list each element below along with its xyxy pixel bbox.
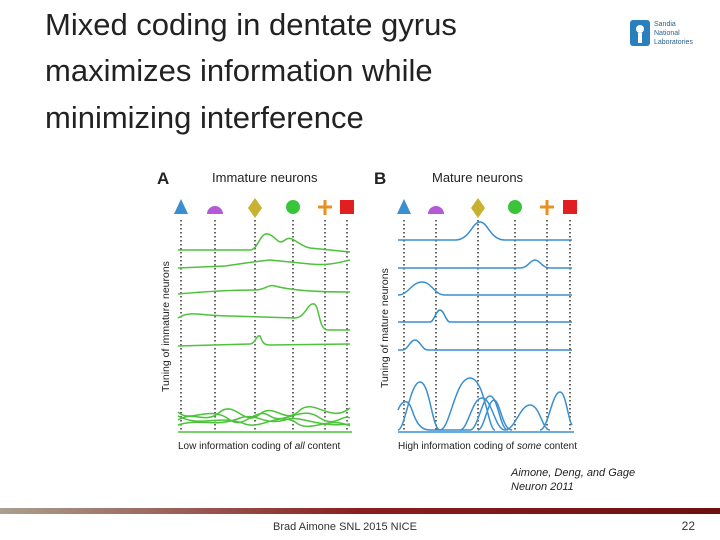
- stimulus-lines: [180, 220, 348, 432]
- stimulus-icons: [397, 198, 577, 218]
- title-line: Mixed coding in dentate gyrus: [45, 7, 457, 42]
- y-axis-label: Tuning of immature neurons: [160, 261, 172, 392]
- caption-part: High information coding of: [398, 441, 517, 452]
- caption-emphasis: all: [295, 441, 306, 452]
- logo: Sandia National Laboratories: [630, 20, 693, 46]
- stimulus-lines: [403, 220, 571, 432]
- title-line: minimizing interference: [45, 100, 364, 135]
- y-axis-label: Tuning of mature neurons: [379, 268, 391, 388]
- panel-heading: Mature neurons: [432, 170, 524, 185]
- caption-part: content: [305, 441, 341, 452]
- tuning-curves: [177, 233, 352, 433]
- logo-text: Sandia: [654, 21, 676, 28]
- caption-part: content: [541, 441, 577, 452]
- tuning-curves: [397, 221, 574, 433]
- panel-a: A Immature neurons Tuning of immature ne…: [157, 169, 354, 452]
- logo-text: Laboratories: [654, 39, 693, 46]
- stimulus-icons: [174, 198, 354, 218]
- caption-emphasis: some: [517, 441, 542, 452]
- caption: Low information coding of all content: [178, 441, 341, 452]
- panel-heading: Immature neurons: [212, 170, 318, 185]
- citation-line: Neuron 2011: [511, 481, 574, 493]
- logo-text: National: [654, 30, 680, 37]
- footer-text: Brad Aimone SNL 2015 NICE: [273, 521, 417, 533]
- title-line: maximizes information while: [45, 53, 433, 88]
- caption: High information coding of some content: [398, 441, 577, 452]
- panel-letter: B: [374, 169, 386, 188]
- page-number: 22: [682, 519, 696, 533]
- caption-part: Low information coding of: [178, 441, 295, 452]
- citation-line: Aimone, Deng, and Gage: [510, 467, 635, 479]
- panel-letter: A: [157, 169, 169, 188]
- panel-b: B Mature neurons Tuning of mature neuron…: [374, 169, 577, 452]
- footer-bar: [0, 508, 720, 514]
